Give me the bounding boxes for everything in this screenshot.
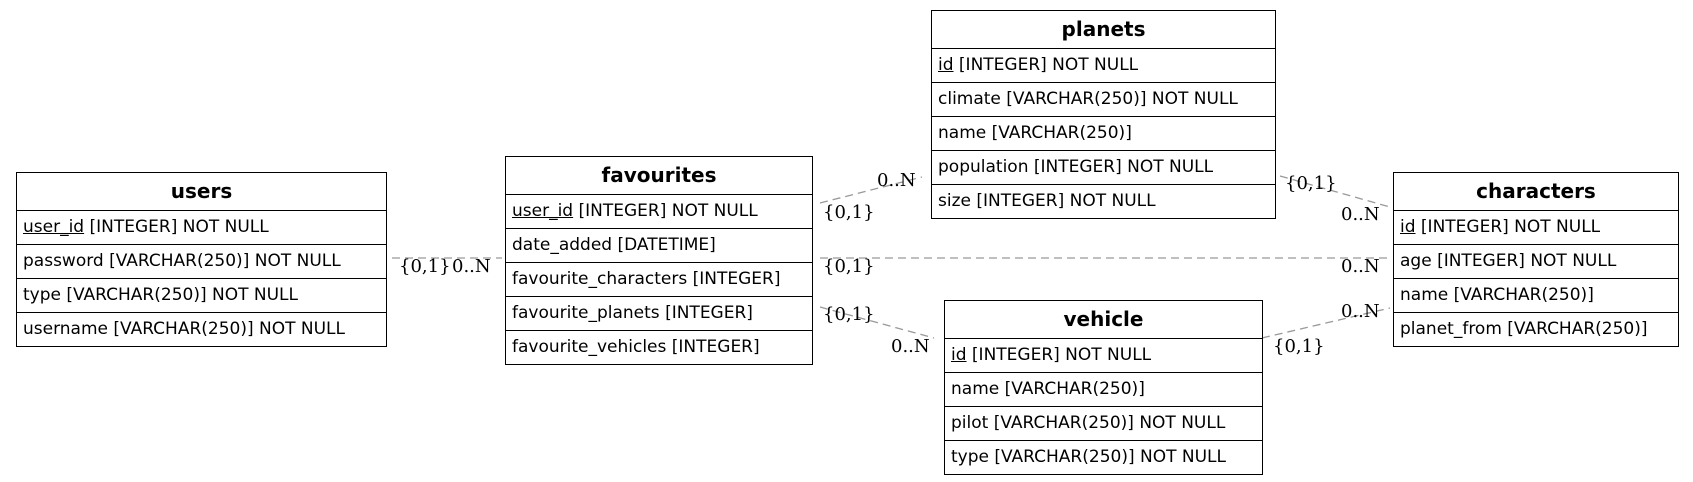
field-row: name [VARCHAR(250)]	[1394, 279, 1678, 313]
primary-key: id	[938, 55, 954, 75]
cardinality-label: 0..N	[1341, 256, 1380, 277]
primary-key: id	[951, 345, 967, 365]
field-text: name [VARCHAR(250)]	[938, 123, 1132, 143]
field-row: date_added [DATETIME]	[506, 229, 812, 263]
field-text: population [INTEGER] NOT NULL	[938, 157, 1214, 177]
connector-favourites-planets	[819, 176, 923, 204]
field-type: [INTEGER] NOT NULL	[1415, 217, 1601, 237]
entity-vehicle: vehicle id [INTEGER] NOT NULL name [VARC…	[944, 300, 1263, 475]
cardinality-label: {0,1}	[1273, 336, 1325, 357]
cardinality-label: 0..N	[891, 336, 930, 357]
connector-vehicle-characters	[1261, 307, 1391, 339]
field-type: [INTEGER] NOT NULL	[84, 217, 269, 237]
entity-title: vehicle	[945, 301, 1262, 339]
field-text: date_added [DATETIME]	[512, 235, 716, 255]
cardinality-label: {0,1}	[823, 202, 875, 223]
field-row: user_id [INTEGER] NOT NULL	[17, 211, 386, 245]
field-row: password [VARCHAR(250)] NOT NULL	[17, 245, 386, 279]
field-text: climate [VARCHAR(250)] NOT NULL	[938, 89, 1238, 109]
cardinality-label: 0..N	[452, 256, 491, 277]
field-row: username [VARCHAR(250)] NOT NULL	[17, 313, 386, 346]
cardinality-label: {0,1}	[823, 256, 875, 277]
field-type: [INTEGER] NOT NULL	[966, 345, 1152, 365]
field-row: age [INTEGER] NOT NULL	[1394, 245, 1678, 279]
field-text: favourite_characters [INTEGER]	[512, 269, 781, 289]
field-text: type [VARCHAR(250)] NOT NULL	[951, 447, 1226, 467]
entity-title: planets	[932, 11, 1275, 49]
field-row: type [VARCHAR(250)] NOT NULL	[17, 279, 386, 313]
primary-key: id	[1400, 217, 1416, 237]
field-text: age [INTEGER] NOT NULL	[1400, 251, 1617, 271]
field-row: id [INTEGER] NOT NULL	[945, 339, 1262, 373]
field-text: favourite_planets [INTEGER]	[512, 303, 753, 323]
field-text: pilot [VARCHAR(250)] NOT NULL	[951, 413, 1226, 433]
field-text: size [INTEGER] NOT NULL	[938, 191, 1156, 211]
entity-title: characters	[1394, 173, 1678, 211]
entity-planets: planets id [INTEGER] NOT NULL climate [V…	[931, 10, 1276, 219]
field-row: type [VARCHAR(250)] NOT NULL	[945, 441, 1262, 474]
entity-users: users user_id [INTEGER] NOT NULL passwor…	[16, 172, 387, 347]
field-text: name [VARCHAR(250)]	[951, 379, 1145, 399]
primary-key: user_id	[23, 217, 85, 237]
field-type: [INTEGER] NOT NULL	[573, 201, 758, 221]
field-row: name [VARCHAR(250)]	[945, 373, 1262, 407]
field-text: planet_from [VARCHAR(250)]	[1400, 319, 1648, 339]
field-row: planet_from [VARCHAR(250)]	[1394, 313, 1678, 346]
field-row: climate [VARCHAR(250)] NOT NULL	[932, 83, 1275, 117]
field-row: favourite_planets [INTEGER]	[506, 297, 812, 331]
field-text: type [VARCHAR(250)] NOT NULL	[23, 285, 298, 305]
cardinality-label: 0..N	[1341, 301, 1380, 322]
field-row: favourite_vehicles [INTEGER]	[506, 331, 812, 364]
entity-favourites: favourites user_id [INTEGER] NOT NULL da…	[505, 156, 813, 365]
cardinality-label: 0..N	[877, 170, 916, 191]
connector-planets-characters	[1279, 175, 1391, 208]
cardinality-label: 0..N	[1341, 204, 1380, 225]
field-row: favourite_characters [INTEGER]	[506, 263, 812, 297]
entity-title: favourites	[506, 157, 812, 195]
field-type: [INTEGER] NOT NULL	[953, 55, 1139, 75]
field-row: name [VARCHAR(250)]	[932, 117, 1275, 151]
cardinality-label: {0,1}	[399, 256, 451, 277]
field-text: username [VARCHAR(250)] NOT NULL	[23, 319, 345, 339]
entity-title: users	[17, 173, 386, 211]
field-row: user_id [INTEGER] NOT NULL	[506, 195, 812, 229]
connector-favourites-vehicle	[819, 306, 935, 339]
field-text: name [VARCHAR(250)]	[1400, 285, 1594, 305]
field-row: id [INTEGER] NOT NULL	[932, 49, 1275, 83]
entity-characters: characters id [INTEGER] NOT NULL age [IN…	[1393, 172, 1679, 347]
field-text: favourite_vehicles [INTEGER]	[512, 337, 760, 357]
field-row: pilot [VARCHAR(250)] NOT NULL	[945, 407, 1262, 441]
field-row: population [INTEGER] NOT NULL	[932, 151, 1275, 185]
field-text: password [VARCHAR(250)] NOT NULL	[23, 251, 341, 271]
field-row: id [INTEGER] NOT NULL	[1394, 211, 1678, 245]
cardinality-label: {0,1}	[823, 304, 875, 325]
primary-key: user_id	[512, 201, 574, 221]
field-row: size [INTEGER] NOT NULL	[932, 185, 1275, 218]
cardinality-label: {0,1}	[1285, 173, 1337, 194]
